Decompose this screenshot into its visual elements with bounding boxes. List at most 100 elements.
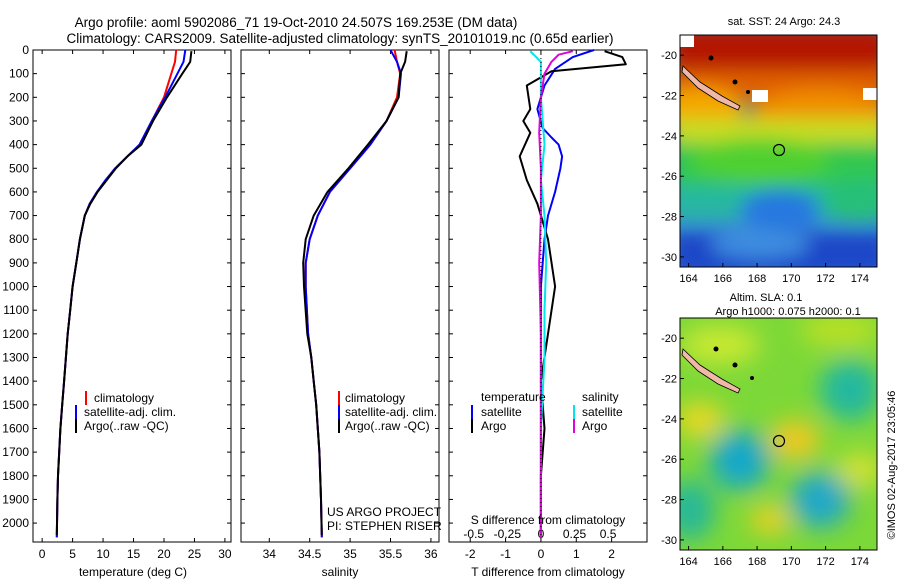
salinity-xlabel: salinity [322,565,359,579]
legend-label-s-argo: Argo [582,419,608,433]
sla-map-ticks: 164 166 168 170 172 174 -20 -22 -24 -26 -28 -30 [661,333,869,568]
y-tick-label: 1300 [2,351,29,365]
project-credit: US ARGO PROJECT [327,505,442,519]
sst-map-title: sat. SST: 24 Argo: 24.3 [728,16,841,28]
temperature-xlabel: temperature (deg C) [79,565,187,579]
legend-label-argo: Argo(..raw -QC) [345,419,430,433]
map-x-tick-label: 164 [679,273,697,285]
map-x-tick-label: 166 [714,556,732,568]
series-line-t-argo [518,50,627,535]
series-line-s-argo [538,50,574,538]
y-tick-label: 300 [9,114,29,128]
map-y-tick-label: -22 [661,374,677,386]
y-tick-label: 800 [9,232,29,246]
legend-label-satellite: satellite-adj. clim. [345,405,437,419]
x-tick-label: 30 [218,547,232,561]
series-line-argo-raw-qc- [302,51,408,535]
map-x-tick-label: 174 [851,273,869,285]
figure-title-line1: Argo profile: aoml 5902086_71 19-Oct-201… [75,15,518,30]
map-y-tick-label: -20 [661,333,677,345]
salinity-plot-frame [240,49,440,543]
difference-top-xlabel: S difference from climatology [471,513,626,527]
sla-map-frame [679,317,878,551]
x-tick-label: 10 [96,547,110,561]
s-tick-label: 0.5 [600,527,617,541]
s-tick-label: -0.25 [494,527,522,541]
x-tick-label: 0 [39,547,46,561]
x-tick-label: 34 [263,547,277,561]
salinity-legend: climatology satellite-adj. clim. Argo(..… [338,391,437,433]
temperature-plot-frame [32,49,232,543]
sla-map-title-line2: Argo h1000: 0.075 h2000: 0.1 [715,306,861,318]
y-tick-label: 1600 [2,421,29,435]
y-tick-label: 1700 [2,445,29,459]
series-line-argo-raw-qc- [55,51,193,535]
map-y-tick-label: -30 [661,252,677,264]
legend-label-t-argo: Argo [481,419,507,433]
y-tick-label: 400 [9,138,29,152]
map-y-tick-label: -24 [661,131,677,143]
map-x-tick-label: 172 [816,273,834,285]
y-tick-label: 1500 [2,398,29,412]
map-y-tick-label: -28 [661,212,677,224]
map-y-tick-label: -20 [661,50,677,62]
map-y-tick-label: -26 [661,171,677,183]
y-tick-label: 200 [9,90,29,104]
map-x-tick-label: 166 [714,273,732,285]
y-tick-label: 600 [9,185,29,199]
x-tick-label: 35.5 [379,547,403,561]
map-y-tick-label: -22 [661,91,677,103]
map-x-tick-label: 174 [851,556,869,568]
legend-label-satellite: satellite-adj. clim. [84,405,176,419]
argo-float-marker-sla [772,434,786,448]
difference-xlabel: T difference from climatology [471,565,625,579]
x-tick-label: 2 [608,547,615,561]
temperature-legend: climatology satellite-adj. clim. Argo(..… [75,391,176,433]
argo-float-marker-sst [772,143,786,157]
map-y-tick-label: -30 [661,535,677,547]
difference-plot-frame [448,49,648,543]
y-tick-label: 1800 [2,469,29,483]
x-tick-label: 36 [424,547,438,561]
y-tick-label: 1100 [3,303,29,317]
s-tick-label: 0.25 [563,527,587,541]
x-tick-label: 35 [343,547,357,561]
x-tick-label: -1 [500,547,511,561]
y-tick-label: 1000 [2,280,29,294]
map-x-tick-label: 168 [748,273,766,285]
x-tick-label: 34.5 [298,547,322,561]
map-y-tick-label: -24 [661,414,677,426]
map-y-tick-label: -28 [661,495,677,507]
series-line-satellite-adj-clim- [55,49,187,538]
map-x-tick-label: 170 [782,556,800,568]
legend-heading-temperature: temperature [481,390,546,404]
timestamp: ©IMOS 02-Aug-2017 23:05:46 [886,391,898,540]
legend-label-climatology: climatology [94,391,154,405]
x-tick-label: 20 [157,547,171,561]
y-tick-label: 900 [9,256,29,270]
legend-label-climatology: climatology [345,391,405,405]
x-tick-label: 25 [188,547,202,561]
y-tick-label: 1400 [2,374,29,388]
y-tick-label: 1900 [2,492,29,506]
sst-map-frame [679,34,878,268]
profile-series [55,49,627,542]
legend-label-s-satellite: satellite [582,405,623,419]
y-tick-label: 100 [9,67,29,81]
y-tick-label: 0 [22,43,29,57]
new-caledonia-island [681,348,741,394]
pi-credit: PI: STEPHEN RISER [327,519,442,533]
axes-ticks: 0 5 10 15 20 25 300100200300400500600700800900… [2,43,647,561]
difference-legend: temperature satellite Argo salinity sate… [471,390,623,433]
y-tick-label: 500 [9,161,29,175]
sst-map-ticks: 164 166 168 170 172 174 -20 -22 -24 -26 -28 -30 [661,50,869,285]
sla-map-field [680,318,877,550]
sla-map-title-line1: Altim. SLA: 0.1 [730,292,803,304]
legend-heading-salinity: salinity [582,390,619,404]
x-tick-label: 0 [538,547,545,561]
sst-map-field [680,35,877,267]
map-y-tick-label: -26 [661,454,677,466]
y-tick-label: 1200 [2,327,29,341]
x-tick-label: 1 [573,547,580,561]
